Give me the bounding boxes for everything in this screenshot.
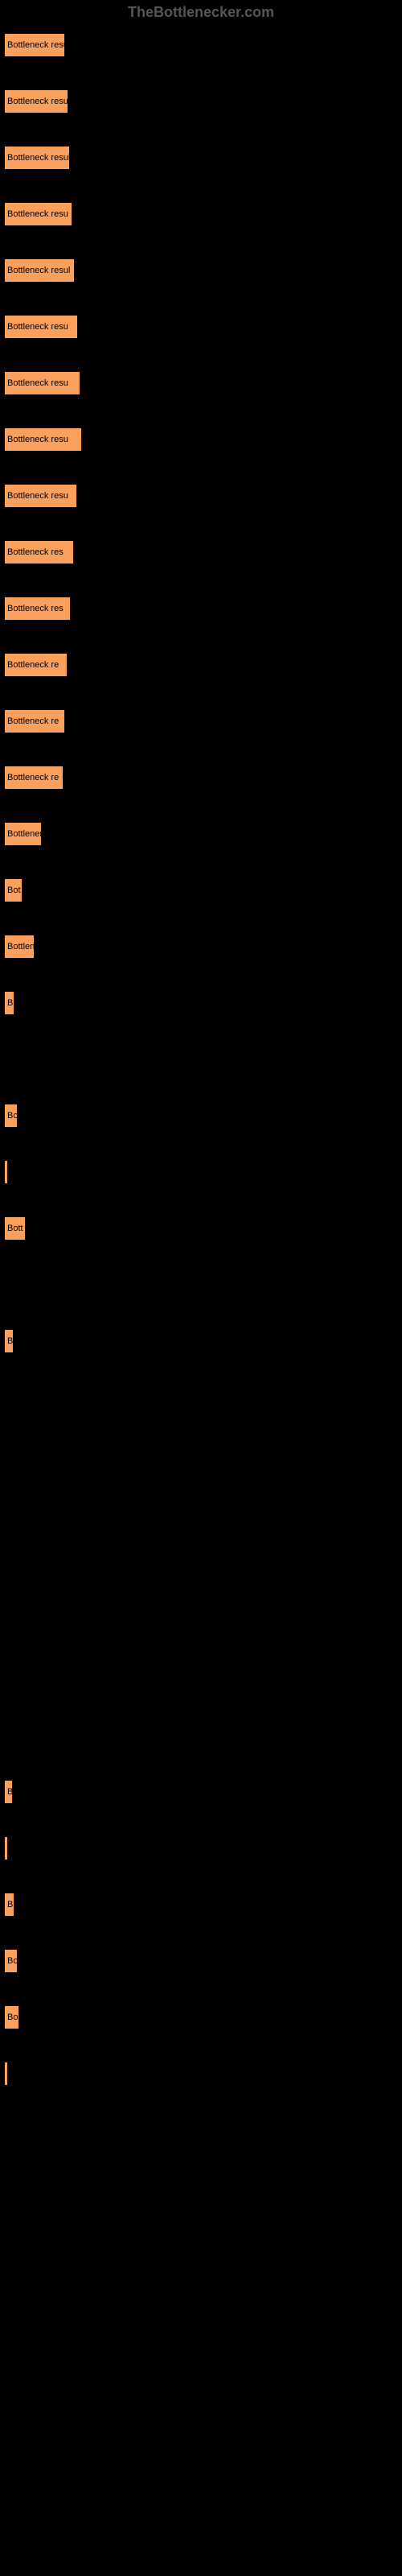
- bar-label: Bottleneck res: [7, 604, 64, 613]
- chart-bar: Bottleneck resu: [4, 484, 77, 508]
- bar-label: Bot: [7, 886, 21, 895]
- bar-label: Bottleneck resu: [7, 435, 68, 444]
- bar-chart: Bottleneck result Bottleneck result Bottle…: [0, 25, 402, 2126]
- chart-bar: B: [4, 1780, 13, 1804]
- chart-bar: [4, 1836, 8, 1860]
- bar-row: B: [4, 1329, 402, 1353]
- bar-row: Bottlen: [4, 935, 402, 959]
- chart-bar: Bo: [4, 1104, 18, 1128]
- bar-row: [4, 1442, 402, 1466]
- bar-row: Bottleneck result: [4, 89, 402, 114]
- chart-bar: Bottlen: [4, 935, 35, 959]
- chart-bar: Bottleneck re: [4, 766, 64, 790]
- bar-label: Bottleneck re: [7, 773, 59, 782]
- bar-label: Bottlener: [7, 829, 42, 839]
- bar-row: [4, 1836, 402, 1860]
- bar-label: Bottleneck resu: [7, 378, 68, 388]
- bar-row: B: [4, 1780, 402, 1804]
- chart-bar: Bottleneck result: [4, 33, 65, 57]
- bar-row: Bott: [4, 1216, 402, 1241]
- bar-row: [4, 1273, 402, 1297]
- bar-row: B: [4, 1893, 402, 1917]
- chart-bar: Bottleneck resul: [4, 258, 75, 283]
- chart-bar: Bottleneck res: [4, 540, 74, 564]
- bar-label: Bottleneck resu: [7, 209, 68, 219]
- bar-row: [4, 1385, 402, 1410]
- bar-row: Bot: [4, 878, 402, 902]
- chart-bar: Bottleneck re: [4, 709, 65, 733]
- bar-label: Bottleneck result: [7, 97, 68, 106]
- chart-bar: Bottleneck resu: [4, 371, 80, 395]
- chart-bar: Bottleneck res: [4, 597, 71, 621]
- chart-bar: Bottleneck result: [4, 89, 68, 114]
- bar-row: Bottleneck result: [4, 33, 402, 57]
- bar-label: B: [7, 998, 13, 1008]
- bar-row: [4, 1498, 402, 1522]
- chart-bar: Bo: [4, 1949, 18, 1973]
- bar-row: Bottleneck re: [4, 766, 402, 790]
- header: TheBottlenecker.com: [0, 0, 402, 25]
- chart-bar: B: [4, 1329, 14, 1353]
- chart-bar: [4, 2062, 8, 2086]
- bar-label: Bottleneck result: [7, 153, 70, 163]
- bar-row: Bottleneck resu: [4, 484, 402, 508]
- bar-row: Bottleneck re: [4, 653, 402, 677]
- bar-row: B: [4, 991, 402, 1015]
- chart-bar: [4, 1160, 8, 1184]
- bar-label: Bottleneck res: [7, 547, 64, 557]
- bar-row: [4, 1667, 402, 1691]
- bar-row: [4, 1047, 402, 1071]
- bar-label: Bottlen: [7, 942, 35, 952]
- chart-bar: Bottlener: [4, 822, 42, 846]
- chart-bar: Bott: [4, 1216, 26, 1241]
- bar-label: Bottleneck resu: [7, 491, 68, 501]
- bar-row: Bo: [4, 2005, 402, 2029]
- chart-bar: Bottleneck resu: [4, 427, 82, 452]
- bar-row: Bottleneck resu: [4, 202, 402, 226]
- bar-row: [4, 1611, 402, 1635]
- bar-label: B: [7, 1900, 13, 1909]
- site-title: TheBottlenecker.com: [128, 4, 274, 20]
- chart-bar: Bottleneck result: [4, 146, 70, 170]
- bar-row: [4, 1160, 402, 1184]
- bar-row: Bottleneck resu: [4, 315, 402, 339]
- bar-row: Bottleneck result: [4, 146, 402, 170]
- bar-row: [4, 1724, 402, 1748]
- chart-bar: B: [4, 991, 14, 1015]
- bar-row: Bottleneck res: [4, 597, 402, 621]
- chart-bar: Bottleneck resu: [4, 315, 78, 339]
- chart-bar: B: [4, 1893, 14, 1917]
- bar-label: Bo: [7, 2013, 18, 2022]
- bar-row: Bottlener: [4, 822, 402, 846]
- chart-bar: Bot: [4, 878, 23, 902]
- bar-row: Bottleneck resu: [4, 371, 402, 395]
- bar-label: Bottleneck resul: [7, 266, 70, 275]
- chart-bar: Bottleneck resu: [4, 202, 72, 226]
- bar-label: B: [7, 1787, 13, 1797]
- bar-label: Bottleneck result: [7, 40, 65, 50]
- chart-bar: Bottleneck re: [4, 653, 68, 677]
- bar-row: Bo: [4, 1949, 402, 1973]
- bar-row: Bottleneck res: [4, 540, 402, 564]
- chart-bar: Bo: [4, 2005, 19, 2029]
- bar-label: Bottleneck resu: [7, 322, 68, 332]
- bar-row: Bottleneck re: [4, 709, 402, 733]
- bar-label: Bo: [7, 1956, 18, 1966]
- bar-label: Bottleneck re: [7, 716, 59, 726]
- bar-label: Bott: [7, 1224, 23, 1233]
- bar-label: B: [7, 1336, 13, 1346]
- bar-row: Bo: [4, 1104, 402, 1128]
- bar-label: Bottleneck re: [7, 660, 59, 670]
- bar-row: Bottleneck resu: [4, 427, 402, 452]
- bar-row: [4, 1554, 402, 1579]
- bar-row: [4, 2062, 402, 2086]
- bar-label: Bo: [7, 1111, 18, 1121]
- bar-row: Bottleneck resul: [4, 258, 402, 283]
